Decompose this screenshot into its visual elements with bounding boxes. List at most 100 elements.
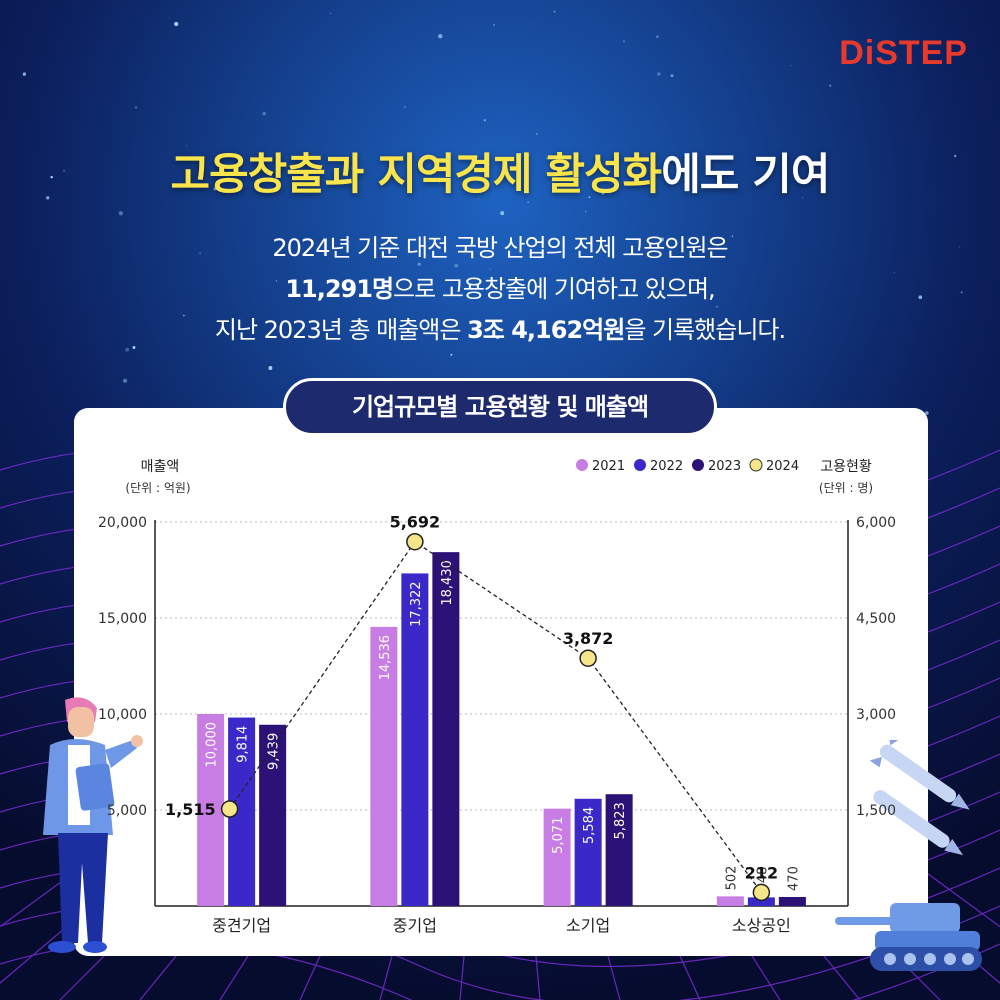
star-dot — [829, 84, 832, 87]
point-label-2024: 212 — [745, 863, 778, 882]
star-dot — [535, 132, 538, 135]
star-dot — [438, 179, 441, 183]
star-dot — [493, 24, 495, 26]
point-2024 — [220, 800, 239, 818]
star-dot — [585, 211, 587, 213]
star-dot — [500, 211, 505, 216]
brand-logo: DiSTEP — [839, 34, 968, 72]
description-line-2-text: 으로 고용창출에 기여하고 있으며, — [393, 275, 716, 303]
bar-2023 — [605, 794, 633, 906]
bar-2023 — [778, 896, 806, 906]
left-tick-label: 5,000 — [107, 803, 147, 819]
star-dot — [622, 40, 626, 43]
description: 2024년 기준 대전 국방 산업의 전체 고용인원은 11,291명으로 고용… — [0, 228, 1000, 351]
point-label-2024: 3,872 — [563, 629, 614, 648]
star-dot — [918, 295, 923, 300]
bar-value-label: 18,430 — [440, 560, 455, 606]
bar-value-label: 5,823 — [613, 802, 628, 839]
line-2024 — [229, 540, 762, 893]
left-tick-label: 10,000 — [98, 707, 147, 723]
category-label: 중견기업 — [212, 916, 271, 935]
star-dot — [802, 197, 804, 199]
point-2024 — [752, 883, 771, 902]
legend-label-2024: 2024 — [766, 459, 799, 474]
bar-value-label: 470 — [786, 866, 801, 891]
bar-2023 — [432, 552, 460, 906]
bar-value-label: 10,000 — [205, 722, 220, 768]
star-dot — [656, 35, 659, 39]
star-dot — [716, 305, 718, 308]
bar-value-label: 14,536 — [378, 635, 393, 681]
star-dot — [450, 353, 453, 356]
bar-2022 — [401, 573, 429, 906]
star-dot — [185, 145, 187, 147]
star-dot — [546, 157, 548, 160]
star-dot — [132, 346, 136, 349]
star-dot — [275, 168, 278, 171]
star-dot — [351, 167, 353, 169]
star-dot — [123, 378, 128, 383]
star-dot — [213, 187, 217, 191]
star-dot — [959, 246, 960, 248]
legend-marker-2022 — [634, 459, 646, 471]
bar-2023 — [259, 724, 287, 906]
legend-label-2022: 2022 — [650, 459, 683, 474]
bar-value-label: 17,322 — [409, 581, 424, 627]
description-line-1: 2024년 기준 대전 국방 산업의 전체 고용인원은 — [272, 234, 728, 262]
right-tick-label: 6,000 — [856, 515, 896, 531]
star-dot — [125, 347, 130, 352]
bar-value-label: 5,584 — [582, 807, 597, 844]
category-label: 소기업 — [566, 916, 610, 935]
star-dot — [495, 335, 500, 340]
bar-2021 — [716, 896, 744, 906]
category-label: 소상공인 — [732, 916, 791, 935]
bar-2021 — [197, 714, 225, 906]
star-dot — [954, 154, 957, 158]
right-tick-label: 4,500 — [856, 611, 896, 627]
category-label: 중기업 — [393, 916, 437, 935]
description-line-3-pre: 지난 2023년 총 매출액은 — [214, 316, 468, 344]
star-dot — [22, 72, 27, 76]
bar-value-label: 5,071 — [551, 817, 566, 854]
star-dot — [174, 21, 179, 27]
star-dot — [63, 169, 65, 172]
bar-2021 — [370, 626, 398, 906]
star-dot — [268, 366, 273, 370]
star-dot — [789, 64, 792, 67]
star-dot — [670, 74, 674, 78]
description-line-3-post: 을 기록했습니다. — [624, 316, 786, 344]
bar-value-label: 502 — [724, 866, 739, 891]
star-dot — [454, 263, 459, 268]
star-dot — [650, 186, 655, 190]
star-dot — [659, 237, 665, 242]
star-dot — [168, 17, 170, 19]
description-line-2: 11,291명으로 고용창출에 기여하고 있으며, — [0, 269, 1000, 310]
star-dot — [438, 34, 443, 39]
star-dot — [403, 106, 406, 109]
left-axis-unit: (단위 : 억원) — [125, 481, 190, 495]
star-dot — [134, 106, 138, 109]
legend-label-2021: 2021 — [592, 459, 625, 474]
point-label-2024: 1,515 — [165, 800, 216, 819]
star-dot — [183, 314, 185, 317]
point-label-2024: 5,692 — [390, 513, 441, 532]
star-dot — [118, 211, 123, 216]
right-tick-label: 1,500 — [856, 803, 896, 819]
star-dot — [553, 10, 556, 13]
left-tick-label: 20,000 — [98, 515, 147, 531]
star-dot — [960, 291, 963, 294]
star-dot — [657, 72, 661, 76]
bar-2022 — [574, 798, 602, 906]
description-line-3: 지난 2023년 총 매출액은 3조 4,162억원을 기록했습니다. — [0, 310, 1000, 351]
star-dot — [893, 272, 895, 274]
star-dot — [477, 198, 479, 200]
bar-value-label: 9,814 — [236, 726, 251, 763]
star-dot — [527, 201, 529, 203]
legend-marker-2023 — [692, 459, 704, 471]
star-dot — [417, 262, 421, 266]
headline-highlight: 고용창출과 지역경제 활성화 — [170, 150, 663, 200]
legend-marker-2021 — [576, 459, 588, 471]
legend-marker-2024 — [749, 458, 763, 472]
star-dot — [50, 175, 53, 179]
